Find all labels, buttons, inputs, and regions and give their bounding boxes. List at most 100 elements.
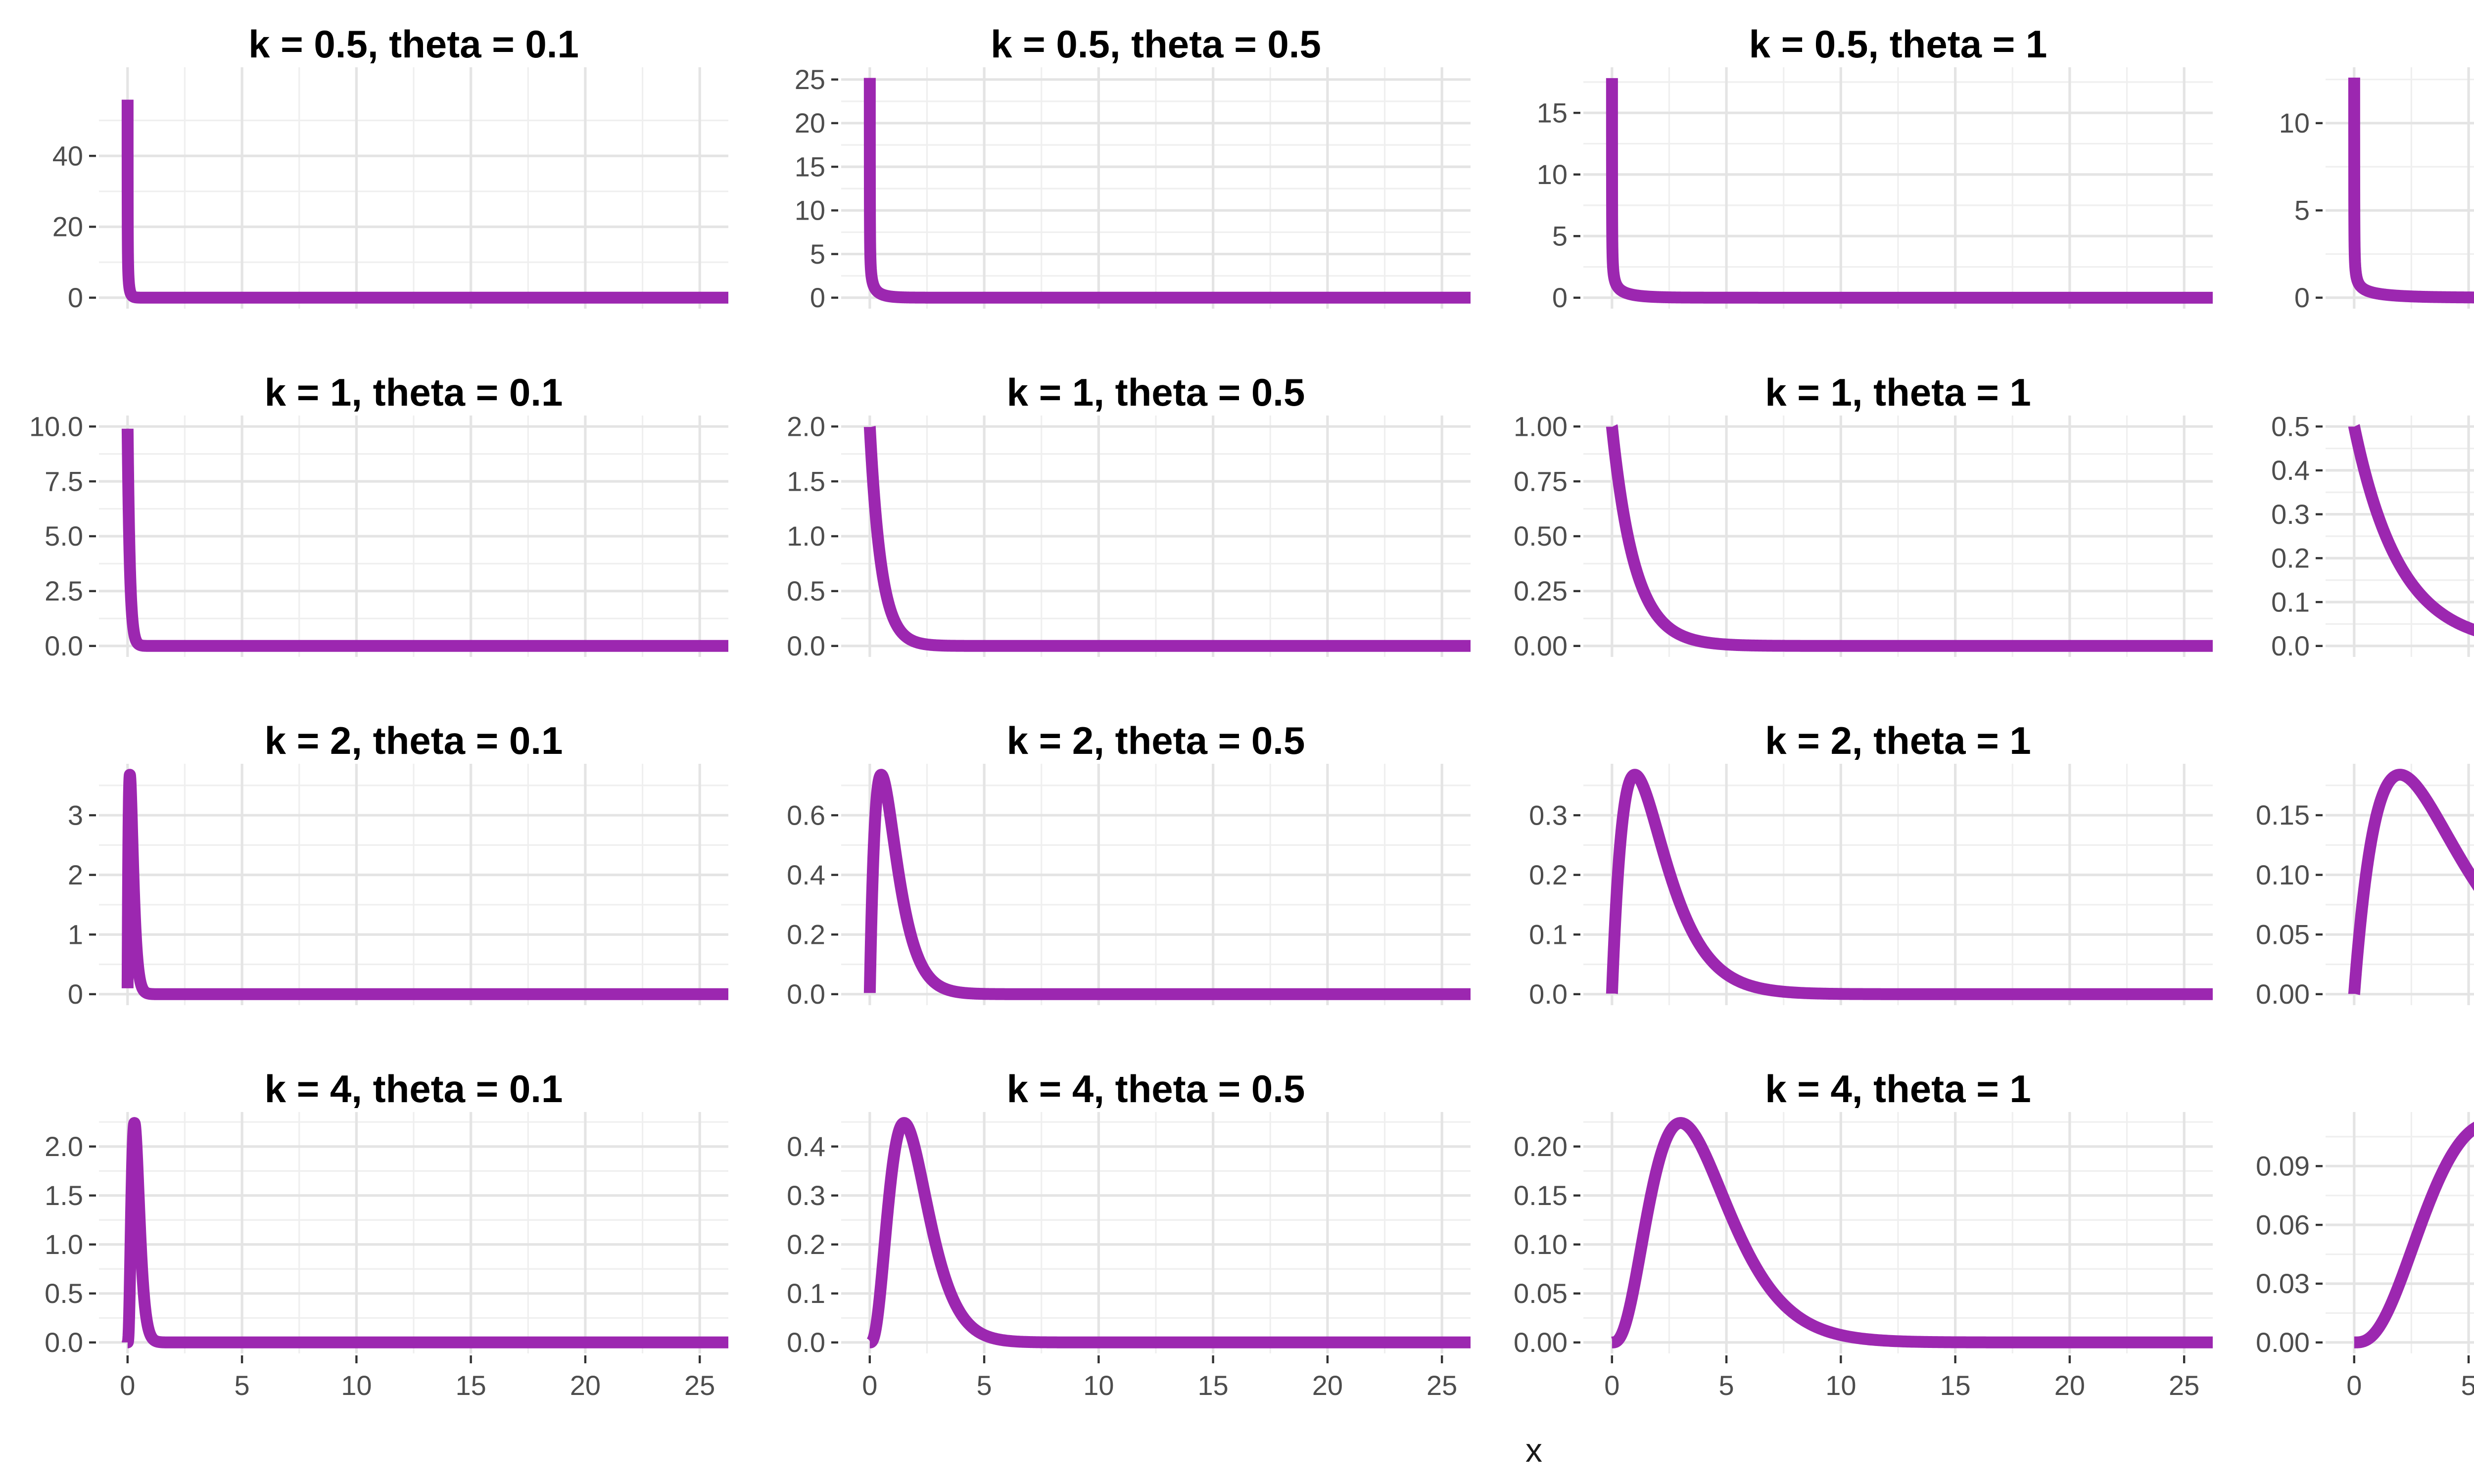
panel-title: k = 2, theta = 0.1 (264, 719, 563, 762)
y-tick-label: 5.0 (45, 520, 83, 552)
panel-k-4-theta-2: k = 4, theta = 20.000.030.060.0905101520… (2227, 1045, 2474, 1429)
panel-plot: 0.00 0.25 0.50 0.75 1.00 (1514, 416, 2217, 661)
x-tick-label: 10 (1083, 1370, 1114, 1401)
y-tick-label: 0.0 (787, 630, 825, 661)
x-tick-label: 0 (2346, 1370, 2362, 1401)
panel-k-4-theta-0.5: k = 4, theta = 0.5 0.0 0.1 0.2 0.3 0.4 0 5 10 15 2… (742, 1045, 1484, 1429)
gamma-curve (121, 1117, 732, 1348)
panel-title: k = 4, theta = 2 (2326, 1045, 2474, 1112)
x-tick-label: 20 (570, 1370, 601, 1401)
panel-k-2-theta-0.1: k = 2, theta = 0.1 0 1 2 3 (0, 696, 742, 1045)
gamma-curve (863, 769, 1475, 1000)
y-tick-label: 0.15 (1514, 1180, 1568, 1211)
y-tick-label: 0.00 (2256, 978, 2310, 1010)
y-tick-label: 1.00 (1514, 416, 1568, 442)
y-tick-label: 1.0 (45, 1229, 83, 1260)
panel-plot: 0.0 0.5 1.0 1.5 2.0 0 5 10 15 20 25 (45, 1112, 732, 1401)
y-tick-label: 0.3 (1529, 799, 1568, 831)
x-tick-label: 15 (455, 1370, 486, 1401)
panel-plot: 0 1 2 3 (68, 764, 732, 1010)
y-tick-label: 0.4 (787, 859, 825, 890)
panel-plot: 0.00 0.05 0.10 0.15 0.20 0 5 10 15 20 25 (1514, 1112, 2217, 1401)
panel-plot: 0.0 0.1 0.2 0.3 0.4 0 5 10 15 20 25 (787, 1112, 1475, 1401)
panel-k-0.5-theta-0.1: k = 0.5, theta = 0.1 0 20 40 (0, 0, 742, 348)
y-tick-label: 25 (795, 67, 825, 95)
y-tick-label: 1.0 (787, 520, 825, 552)
y-tick-label: 0.4 (787, 1131, 825, 1162)
y-tick-label: 10 (795, 195, 825, 226)
y-tick-label: 0.6 (787, 799, 825, 831)
x-tick-label: 5 (235, 1370, 250, 1401)
y-tick-label: 0.3 (2271, 499, 2310, 530)
y-tick-label: 0.00 (2256, 1327, 2310, 1358)
x-tick-label: 25 (684, 1370, 715, 1401)
y-tick-label: 40 (52, 140, 83, 171)
gamma-curve (2348, 420, 2474, 637)
x-tick-label: 0 (1604, 1370, 1619, 1401)
panel-k-2-theta-2: k = 2, theta = 2 0.00 0.05 0.10 0.15 (2227, 696, 2474, 1045)
y-tick-label: 2.0 (45, 1131, 83, 1162)
y-tick-label: 5 (1552, 220, 1568, 251)
y-tick-label: 0.2 (1529, 859, 1568, 890)
x-tick-label: 10 (1825, 1370, 1856, 1401)
y-tick-label: 1.5 (787, 465, 825, 497)
y-tick-label: 0 (1552, 282, 1568, 313)
y-tick-label: 0.00 (1514, 1327, 1568, 1358)
panel-title: k = 2, theta = 1 (1765, 719, 2031, 762)
y-tick-label: 15 (795, 151, 825, 182)
x-tick-label: 5 (977, 1370, 992, 1401)
panel-title: k = 1, theta = 1 (1765, 371, 2031, 414)
y-tick-label: 0.1 (2271, 586, 2310, 617)
panel-k-2-theta-1: k = 2, theta = 1 0.0 0.1 0.2 0.3 (1484, 696, 2227, 1045)
panel-title: k = 0.5, theta = 2 (2326, 0, 2474, 67)
y-tick-label: 0.20 (1514, 1131, 1568, 1162)
y-tick-label: 15 (1537, 97, 1568, 128)
y-tick-label: 0.15 (2256, 799, 2310, 831)
x-tick-label: 20 (2054, 1370, 2085, 1401)
y-tick-label: 0.06 (2256, 1209, 2310, 1240)
y-tick-label: 2.5 (45, 575, 83, 606)
y-tick-label: 0.05 (1514, 1278, 1568, 1309)
y-tick-label: 0.0 (2271, 630, 2310, 661)
gamma-curve (863, 1117, 1475, 1348)
panel-title: k = 1, theta = 2 (2326, 348, 2474, 416)
y-tick-label: 0 (68, 978, 83, 1010)
panel-title: k = 2, theta = 0.5 (1006, 719, 1305, 762)
panel-plot: 0 5 10 (2279, 67, 2474, 313)
y-tick-label: 10 (1537, 159, 1568, 190)
panel-plot: 0.000.030.060.090510152025 (2256, 1112, 2474, 1401)
panel-k-4-theta-0.1: k = 4, theta = 0.1 0.0 0.5 1.0 1.5 2.0 0 5 10 15 2… (0, 1045, 742, 1429)
panel-plot: 0.0 2.5 5.0 7.5 10.0 (29, 416, 732, 661)
x-tick-label: 0 (862, 1370, 877, 1401)
gamma-curve (1606, 420, 2217, 652)
panel-title: k = 2, theta = 2 (2326, 696, 2474, 764)
y-tick-label: 0.0 (787, 978, 825, 1010)
x-tick-label: 0 (120, 1370, 135, 1401)
x-tick-label: 15 (1197, 1370, 1228, 1401)
panel-title: k = 1, theta = 0.5 (1006, 371, 1305, 414)
panel-title: k = 0.5, theta = 1 (1749, 22, 2047, 66)
panel-title: k = 0.5, theta = 0.5 (991, 22, 1321, 66)
panel-k-1-theta-0.1: k = 1, theta = 0.1 0.0 2.5 5.0 7.5 10.0 (0, 348, 742, 696)
y-tick-label: 10 (2279, 107, 2310, 139)
y-tick-label: 0.0 (45, 1327, 83, 1358)
y-tick-label: 0.5 (45, 1278, 83, 1309)
panel-plot: 0.0 0.5 1.0 1.5 2.0 (787, 416, 1475, 661)
y-tick-label: 0.2 (787, 919, 825, 950)
x-tick-label: 20 (1312, 1370, 1343, 1401)
gamma-curve (121, 94, 732, 304)
panel-title: k = 4, theta = 1 (1765, 1067, 2031, 1111)
panel-title: k = 1, theta = 0.1 (264, 371, 563, 414)
gamma-curve (2348, 72, 2474, 304)
panel-k-2-theta-0.5: k = 2, theta = 0.5 0.0 0.2 0.4 0.6 (742, 696, 1484, 1045)
y-tick-label: 0.50 (1514, 520, 1568, 552)
panel-k-4-theta-1: k = 4, theta = 1 0.00 0.05 0.10 0.15 0.20 0 5 10… (1484, 1045, 2227, 1429)
gamma-curve (121, 769, 732, 1000)
panel-plot: 0.00 0.05 0.10 0.15 (2256, 764, 2474, 1010)
panel-title: k = 4, theta = 0.5 (1006, 1067, 1305, 1111)
y-tick-label: 0.0 (1529, 978, 1568, 1010)
gamma-curve (1606, 72, 2217, 304)
y-tick-label: 7.5 (45, 465, 83, 497)
y-tick-label: 0.00 (1514, 630, 1568, 661)
gamma-curve (121, 422, 732, 652)
